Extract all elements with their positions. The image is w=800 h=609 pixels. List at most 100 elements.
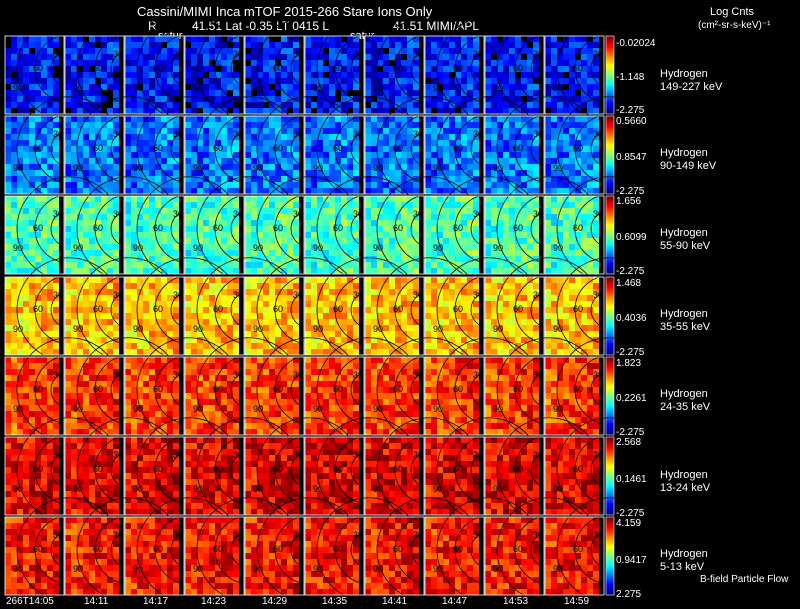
pixel: [521, 152, 527, 158]
pixel: [275, 66, 281, 72]
pixel: [437, 42, 443, 48]
pixel: [107, 262, 113, 268]
pixel: [437, 349, 443, 355]
pixel: [131, 182, 137, 188]
pixel: [485, 36, 491, 42]
pixel: [5, 146, 11, 152]
pixel: [185, 307, 191, 313]
pixel: [389, 176, 395, 182]
pixel: [11, 90, 17, 96]
contour-label: 30: [53, 49, 63, 59]
pixel: [83, 262, 89, 268]
pixel: [221, 158, 227, 164]
pixel: [197, 140, 203, 146]
pixel: [467, 214, 473, 220]
pixel: [101, 170, 107, 176]
pixel: [233, 226, 239, 232]
pixel: [407, 84, 413, 90]
pixel: [563, 283, 569, 289]
pixel: [521, 164, 527, 170]
pixel: [383, 158, 389, 164]
pixel: [401, 337, 407, 343]
pixel: [365, 283, 371, 289]
pixel: [83, 325, 89, 331]
pixel: [293, 164, 299, 170]
pixel: [77, 214, 83, 220]
pixel: [335, 313, 341, 319]
colorbar-segment: [606, 248, 614, 252]
pixel: [443, 238, 449, 244]
pixel: [41, 196, 47, 202]
pixel: [473, 301, 479, 307]
pixel: [113, 337, 119, 343]
pixel: [365, 48, 371, 54]
pixel: [143, 226, 149, 232]
pixel: [377, 36, 383, 42]
pixel: [461, 295, 467, 301]
colorbar-segment: [606, 108, 614, 111]
pixel: [545, 158, 551, 164]
pixel: [263, 158, 269, 164]
pixel: [263, 337, 269, 343]
pixel: [491, 220, 497, 226]
pixel: [485, 277, 491, 283]
pixel: [107, 283, 113, 289]
pixel: [371, 188, 377, 194]
pixel: [503, 78, 509, 84]
pixel: [203, 140, 209, 146]
pixel: [335, 283, 341, 289]
pixel: [95, 325, 101, 331]
pixel: [95, 158, 101, 164]
pixel: [431, 72, 437, 78]
contour-label: 90: [493, 243, 503, 253]
pixel: [461, 232, 467, 238]
pixel: [485, 337, 491, 343]
pixel: [329, 42, 335, 48]
contour-label: 90: [13, 83, 23, 93]
pixel: [137, 220, 143, 226]
pixel: [593, 84, 599, 90]
pixel: [107, 214, 113, 220]
pixel: [275, 84, 281, 90]
pixel: [107, 226, 113, 232]
pixel: [185, 301, 191, 307]
pixel: [227, 188, 233, 194]
pixel: [431, 256, 437, 262]
pixel: [11, 78, 17, 84]
pixel: [587, 66, 593, 72]
pixel: [257, 250, 263, 256]
pixel: [521, 343, 527, 349]
pixel: [269, 108, 275, 114]
pixel: [149, 108, 155, 114]
pixel: [563, 78, 569, 84]
pixel: [41, 208, 47, 214]
pixel: [125, 301, 131, 307]
pixel: [233, 196, 239, 202]
pixel: [431, 313, 437, 319]
pixel: [317, 337, 323, 343]
pixel: [251, 122, 257, 128]
pixel: [101, 96, 107, 102]
pixel: [431, 188, 437, 194]
pixel: [131, 158, 137, 164]
pixel: [491, 164, 497, 170]
pixel: [23, 84, 29, 90]
pixel: [497, 96, 503, 102]
pixel: [575, 319, 581, 325]
pixel: [413, 232, 419, 238]
pixel: [41, 325, 47, 331]
pixel: [593, 307, 599, 313]
pixel: [143, 170, 149, 176]
pixel: [467, 158, 473, 164]
pixel: [101, 307, 107, 313]
pixel: [323, 301, 329, 307]
pixel: [311, 170, 317, 176]
pixel: [167, 220, 173, 226]
pixel: [347, 301, 353, 307]
pixel: [101, 250, 107, 256]
pixel: [113, 188, 119, 194]
pixel: [131, 146, 137, 152]
pixel: [461, 256, 467, 262]
pixel: [311, 256, 317, 262]
pixel: [17, 182, 23, 188]
